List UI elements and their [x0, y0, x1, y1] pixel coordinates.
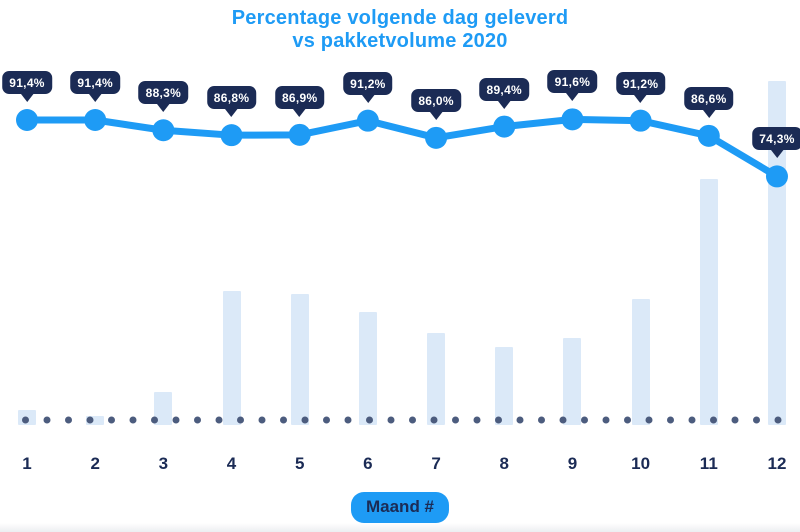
line-point — [152, 119, 175, 142]
x-axis-tick-label: 10 — [631, 454, 651, 473]
baseline-dot — [280, 416, 287, 424]
volume-bar — [495, 346, 514, 425]
baseline-dot — [538, 416, 545, 424]
data-label-badge: 74,3% — [752, 127, 800, 151]
chart-title-line1: Percentage volgende dag geleverd — [231, 7, 569, 29]
baseline-dot — [452, 416, 459, 424]
baseline-dot — [774, 416, 782, 424]
x-axis-tick-label: 12 — [767, 454, 787, 473]
data-label-badge: 91,4% — [2, 71, 52, 94]
baseline-dot — [667, 416, 674, 424]
chart-title-line2: vs pakketvolume 2020 — [292, 30, 508, 52]
line-point — [765, 165, 788, 188]
baseline-dot — [22, 416, 29, 424]
data-label-badge: 86,8% — [206, 86, 257, 110]
baseline-dot — [43, 416, 51, 424]
x-axis-tick-label: 8 — [499, 454, 509, 473]
x-axis-tick-label: 5 — [294, 454, 305, 473]
baseline-dot — [516, 416, 524, 424]
data-label-badge: 86,0% — [411, 88, 461, 112]
baseline-dot — [624, 416, 631, 424]
x-axis-tick-label: 6 — [363, 454, 373, 473]
baseline-dot — [731, 416, 739, 424]
volume-bar — [154, 391, 173, 425]
baseline-dot — [645, 416, 653, 424]
percentage-line — [23, 115, 781, 180]
data-label-badge: 86,6% — [684, 86, 734, 110]
line-point — [356, 109, 379, 132]
data-label-badge: 91,2% — [343, 71, 393, 95]
volume-bar — [358, 312, 377, 425]
baseline-dot — [237, 416, 244, 424]
baseline-dot — [151, 416, 158, 424]
volume-bar — [427, 333, 446, 425]
line-point — [288, 123, 311, 146]
baseline-dot — [602, 416, 610, 424]
x-axis-tick-label: 7 — [431, 454, 441, 473]
line-point — [220, 124, 243, 147]
baseline-dot — [258, 416, 266, 424]
baseline-dot — [409, 416, 416, 424]
x-axis-tick-label: 2 — [90, 454, 100, 473]
data-label-badge: 91,2% — [615, 71, 666, 95]
baseline-dot — [688, 416, 696, 424]
x-axis-tick-label: 1 — [22, 454, 32, 473]
volume-bar — [290, 293, 309, 425]
data-label-badge: 91,4% — [70, 71, 120, 94]
data-label-badge: 91,6% — [547, 70, 598, 94]
line-point — [425, 126, 448, 149]
baseline-dot — [194, 416, 201, 424]
x-axis-title-badge: Maand # — [350, 492, 450, 523]
baseline-dot — [301, 416, 309, 424]
volume-bar — [222, 290, 241, 425]
bottom-fade-decoration — [0, 523, 800, 532]
baseline-dot — [366, 416, 373, 424]
line-point — [84, 109, 107, 131]
baseline-dot — [473, 416, 481, 424]
baseline-dot — [753, 416, 760, 424]
baseline-dot — [710, 416, 717, 424]
line-point — [629, 109, 652, 132]
data-label-badge: 86,9% — [274, 85, 325, 109]
data-label-badge: 88,3% — [138, 81, 189, 105]
baseline-dot — [129, 416, 137, 424]
data-label-badge: 89,4% — [479, 77, 530, 101]
baseline-dot — [430, 416, 438, 424]
baseline-dot — [559, 416, 567, 424]
x-axis-tick-label: 3 — [158, 454, 169, 473]
baseline-dot — [86, 416, 94, 424]
baseline-dot — [581, 416, 588, 424]
x-axis-tick-label: 9 — [567, 454, 578, 473]
chart-title: Percentage volgende dag geleverd vs pakk… — [0, 7, 800, 53]
line-point — [561, 108, 584, 131]
baseline-dot — [495, 416, 502, 424]
line-point — [697, 124, 720, 147]
line-point — [16, 109, 38, 131]
line-point — [493, 115, 516, 138]
volume-bar — [86, 416, 105, 425]
volume-bar — [631, 299, 650, 425]
baseline-dot — [65, 416, 72, 424]
baseline-dot — [215, 416, 223, 424]
baseline-dot — [172, 416, 180, 424]
baseline-dot — [323, 416, 330, 424]
baseline-dot — [344, 416, 352, 424]
baseline-dot — [108, 416, 115, 424]
volume-bar — [563, 337, 582, 425]
volume-bar — [699, 179, 718, 425]
baseline-dot — [387, 416, 395, 424]
x-axis-tick-label: 4 — [226, 454, 237, 473]
x-axis-tick-label: 11 — [699, 454, 718, 473]
